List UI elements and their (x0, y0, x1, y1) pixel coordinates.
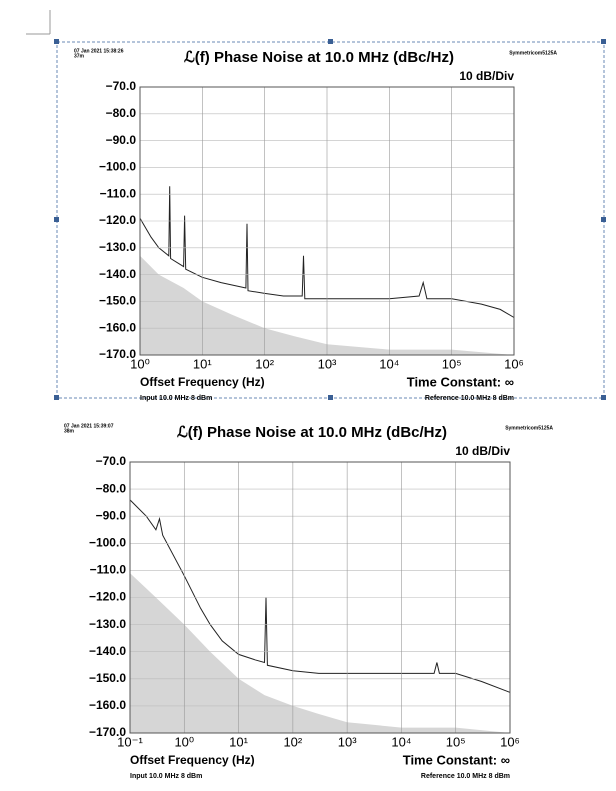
x-tick-label: 10⁻¹ (117, 734, 143, 749)
time-constant: Time Constant: ∞ (403, 752, 510, 767)
reference-label: Reference 10.0 MHz 8 dBm (425, 395, 514, 402)
input-label: Input 10.0 MHz 8 dBm (130, 773, 202, 780)
instrument: Symmetricom5125A (505, 425, 553, 431)
y-tick-label: −100.0 (99, 160, 136, 174)
x-tick-label: 10⁵ (446, 734, 466, 749)
y-tick-label: −150.0 (99, 294, 136, 308)
scale-label: 10 dB/Div (455, 444, 510, 458)
y-tick-label: −140.0 (89, 644, 126, 658)
y-tick-label: −170.0 (89, 725, 126, 739)
y-tick-label: −120.0 (89, 590, 126, 604)
x-tick-label: 10³ (338, 734, 357, 749)
x-tick-label: 10⁶ (500, 734, 520, 749)
y-tick-label: −90.0 (106, 133, 137, 147)
y-tick-label: −170.0 (99, 347, 136, 361)
y-tick-label: −130.0 (99, 240, 136, 254)
x-tick-label: 10² (255, 356, 274, 371)
duration: 38m (64, 428, 75, 434)
x-tick-label: 10³ (318, 356, 337, 371)
noise-floor-area (140, 255, 514, 355)
x-tick-label: 10¹ (229, 734, 248, 749)
input-label: Input 10.0 MHz 8 dBm (140, 395, 212, 402)
x-tick-label: 10⁴ (379, 356, 399, 371)
x-tick-label: 10² (283, 734, 302, 749)
x-tick-label: 10⁵ (442, 356, 462, 371)
timestamp: 07 Jan 2021 15:38:26 (74, 48, 124, 54)
x-tick-label: 10⁰ (174, 734, 194, 749)
y-tick-label: −140.0 (99, 267, 136, 281)
y-tick-label: −90.0 (96, 508, 127, 522)
plot-border (139, 86, 515, 356)
y-tick-label: −110.0 (90, 563, 127, 577)
y-tick-label: −80.0 (96, 481, 127, 495)
x-tick-label: 10⁰ (130, 356, 150, 371)
time-constant: Time Constant: ∞ (407, 374, 514, 389)
plot-border (129, 461, 511, 734)
y-tick-label: −150.0 (89, 671, 126, 685)
reference-label: Reference 10.0 MHz 8 dBm (421, 773, 510, 780)
selection-handles[interactable] (54, 39, 606, 400)
y-tick-label: −120.0 (99, 213, 136, 227)
instrument: Symmetricom5125A (509, 50, 557, 56)
x-axis-label: Offset Frequency (Hz) (140, 375, 265, 389)
chart-title: ℒ(f) Phase Noise at 10.0 MHz (dBc/Hz) (184, 49, 454, 66)
chart-title: ℒ(f) Phase Noise at 10.0 MHz (dBc/Hz) (177, 424, 447, 441)
y-tick-label: −100.0 (89, 535, 126, 549)
x-tick-label: 10⁴ (391, 734, 411, 749)
y-tick-label: −70.0 (106, 79, 137, 93)
timestamp: 07 Jan 2021 15:39:07 (64, 423, 114, 429)
scale-label: 10 dB/Div (459, 69, 514, 83)
phase-noise-line (139, 186, 515, 318)
y-tick-label: −70.0 (96, 454, 127, 468)
phase-noise-line (129, 499, 511, 693)
y-tick-label: −130.0 (89, 617, 126, 631)
noise-floor-area (130, 573, 510, 733)
y-tick-label: −80.0 (106, 106, 137, 120)
y-tick-label: −160.0 (99, 320, 136, 334)
x-axis-label: Offset Frequency (Hz) (130, 753, 255, 767)
y-tick-label: −160.0 (89, 698, 126, 712)
y-tick-label: −110.0 (100, 186, 137, 200)
x-tick-label: 10¹ (193, 356, 212, 371)
duration: 37m (74, 53, 85, 59)
x-tick-label: 10⁶ (504, 356, 524, 371)
